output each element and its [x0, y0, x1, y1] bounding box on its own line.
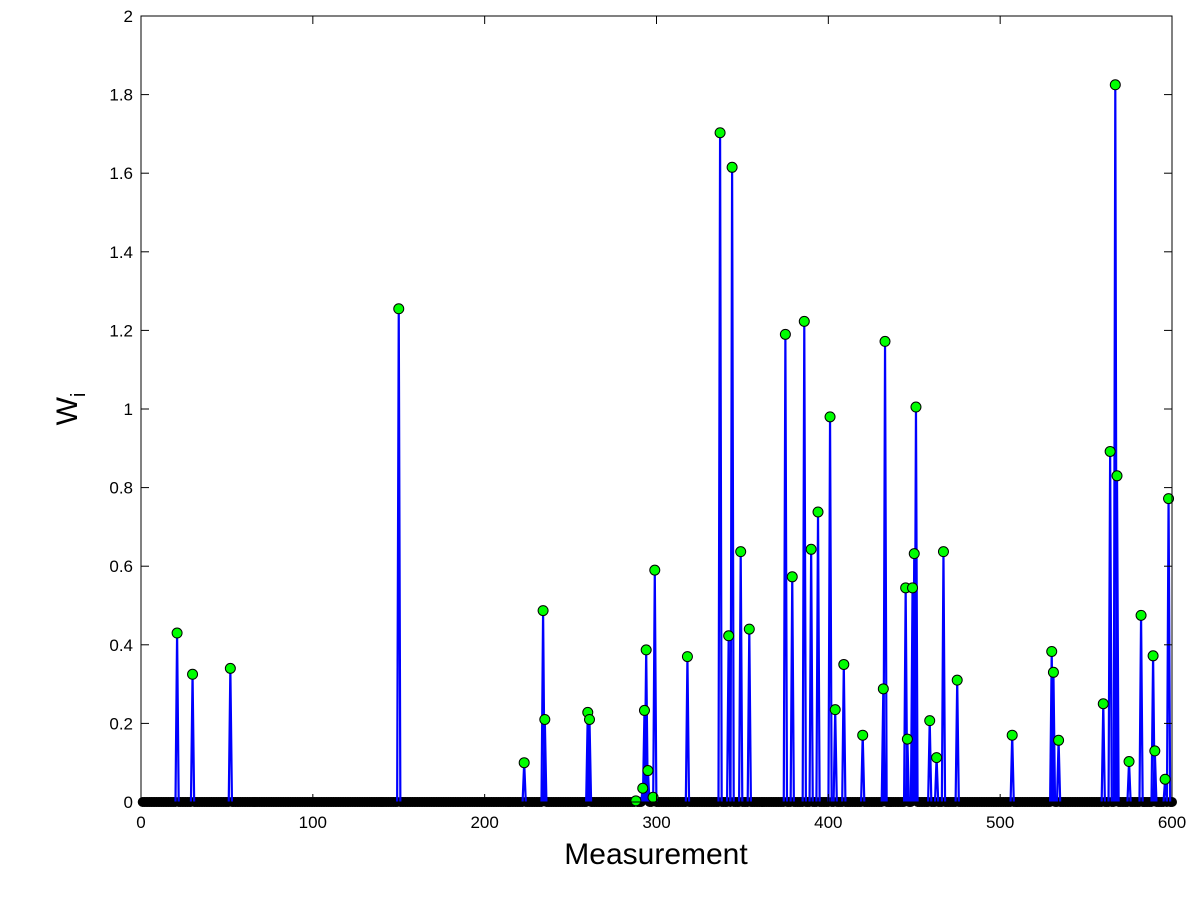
y-tick-label: 0.2	[109, 714, 133, 733]
data-point	[638, 704, 650, 716]
x-tick-label: 300	[642, 813, 670, 832]
data-point	[1123, 756, 1135, 768]
data-point	[518, 757, 530, 769]
x-axis-ticks: 0 100 200 300 400 500 600	[136, 16, 1186, 832]
data-point	[735, 546, 747, 558]
y-tick-label: 2	[124, 7, 133, 26]
data-point	[805, 543, 817, 555]
data-point	[537, 605, 549, 617]
y-axis-title-main: W	[51, 396, 84, 425]
data-point	[812, 506, 824, 518]
data-point	[1149, 745, 1161, 757]
data-point	[649, 564, 661, 576]
y-tick-label: 1	[124, 400, 133, 419]
y-tick-label: 1.6	[109, 164, 133, 183]
data-point	[877, 683, 889, 695]
data-point	[1135, 609, 1147, 621]
y-tick-label: 0.8	[109, 479, 133, 498]
data-point	[187, 668, 199, 680]
data-point	[1047, 666, 1059, 678]
data-point	[1097, 698, 1109, 710]
data-point	[838, 658, 850, 670]
data-point	[1163, 493, 1175, 505]
data-point	[1104, 445, 1116, 457]
y-tick-label: 0.6	[109, 557, 133, 576]
x-tick-label: 100	[299, 813, 327, 832]
x-tick-label: 200	[470, 813, 498, 832]
data-point-markers	[171, 79, 1175, 807]
data-point	[1111, 470, 1123, 482]
x-tick-label: 500	[986, 813, 1014, 832]
data-point	[1109, 79, 1121, 91]
data-point	[539, 713, 551, 725]
data-point	[743, 623, 755, 635]
data-point	[937, 546, 949, 558]
data-point	[908, 548, 920, 560]
y-axis-title-subscript: i	[68, 393, 90, 397]
y-tick-label: 1.8	[109, 86, 133, 105]
x-tick-label: 400	[814, 813, 842, 832]
data-point	[681, 651, 693, 663]
x-tick-label: 600	[1158, 813, 1186, 832]
data-point	[879, 335, 891, 347]
data-point	[824, 411, 836, 423]
y-tick-label: 0.4	[109, 636, 133, 655]
data-point	[951, 674, 963, 686]
data-point	[1053, 734, 1065, 746]
y-tick-label: 0	[124, 793, 133, 812]
data-point	[1046, 645, 1058, 657]
x-axis-title: Measurement	[564, 838, 748, 871]
data-point	[901, 733, 913, 745]
y-axis-title: Wi	[51, 393, 90, 426]
data-point	[924, 715, 936, 727]
data-point	[786, 571, 798, 583]
data-point	[640, 644, 652, 656]
data-point	[1006, 729, 1018, 741]
data-point	[583, 713, 595, 725]
data-point	[642, 765, 654, 777]
data-point	[714, 127, 726, 139]
data-point	[931, 752, 943, 764]
x-tick-label: 0	[136, 813, 145, 832]
data-point	[798, 315, 810, 327]
data-point	[630, 795, 642, 807]
data-point	[910, 401, 922, 413]
data-point	[1159, 773, 1171, 785]
data-point	[224, 662, 236, 674]
data-point	[1147, 650, 1159, 662]
data-point	[723, 630, 735, 642]
data-point	[829, 704, 841, 716]
data-point	[779, 328, 791, 340]
data-point	[726, 161, 738, 173]
data-point	[393, 303, 405, 315]
y-axis-ticks: 0 0.2 0.4 0.6 0.8 1 1.2 1.4 1.6 1.8 2	[109, 7, 1172, 812]
y-tick-label: 1.4	[109, 243, 133, 262]
data-point	[907, 582, 919, 594]
data-point	[857, 729, 869, 741]
data-point	[171, 627, 183, 639]
y-tick-label: 1.2	[109, 321, 133, 340]
data-point	[637, 782, 649, 794]
